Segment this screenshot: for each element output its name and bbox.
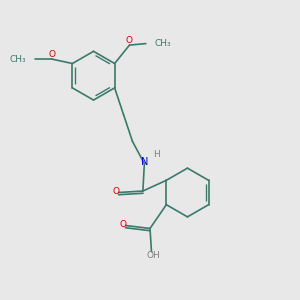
Text: OH: OH [146, 251, 160, 260]
Text: N: N [141, 157, 148, 167]
Text: CH₃: CH₃ [155, 39, 171, 48]
Text: H: H [153, 150, 160, 159]
Text: O: O [125, 36, 132, 45]
Text: O: O [119, 220, 126, 229]
Text: O: O [49, 50, 56, 59]
Text: CH₃: CH₃ [10, 55, 26, 64]
Text: O: O [112, 187, 119, 196]
